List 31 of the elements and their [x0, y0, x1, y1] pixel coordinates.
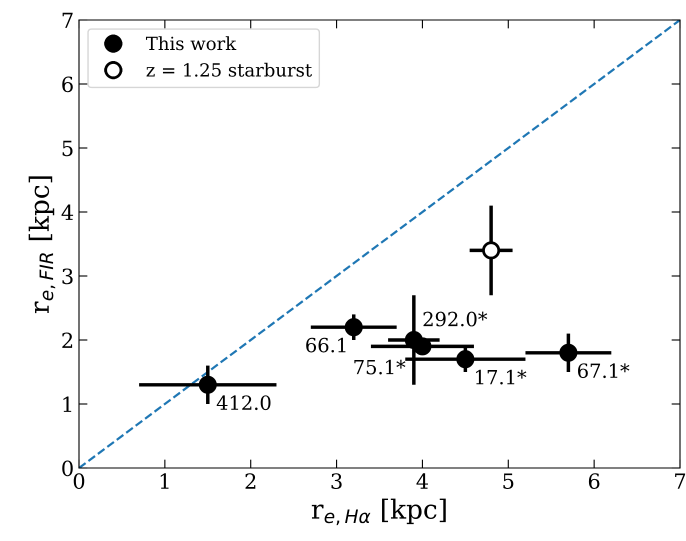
y-tick-label: 4	[62, 204, 74, 220]
annotation: 292.0*	[423, 312, 488, 326]
annotation: 17.1*	[476, 370, 526, 384]
annotation: 412.0	[216, 395, 270, 410]
point	[456, 350, 474, 368]
x-tick-label: 1	[160, 473, 169, 489]
x-tick-label: 6	[588, 473, 600, 489]
y-tick-label: 6	[62, 76, 73, 92]
point	[559, 344, 578, 362]
legend-label: This work	[146, 36, 236, 50]
point	[198, 376, 217, 394]
point	[482, 241, 500, 260]
x-axis-title: r$_{e,Hα}$ [kpc]	[312, 498, 446, 526]
legend-label: z = 1.25 starburst	[146, 62, 312, 77]
y-tick-label: 3	[62, 268, 73, 284]
annotation: 66.1	[306, 338, 346, 352]
x-tick-label: 3	[332, 473, 342, 489]
annotation: 67.1*	[578, 363, 630, 378]
x-tick-label: 2	[246, 473, 256, 489]
y-tick-label: 2	[62, 332, 72, 348]
annotation: 75.1*	[354, 360, 406, 374]
y-tick-label: 7	[62, 12, 73, 28]
y-tick-label: 1	[63, 396, 72, 412]
x-tick-label: 7	[675, 474, 686, 489]
x-tick-label: 5	[503, 474, 514, 489]
y-axis-title: r$_{e,FIR}$ [kpc]	[28, 176, 56, 314]
y-tick-label: 5	[62, 140, 73, 156]
x-tick-label: 0	[74, 473, 84, 489]
y-tick-label: 0	[62, 460, 73, 476]
point	[344, 318, 363, 336]
x-tick-label: 4	[416, 473, 428, 489]
